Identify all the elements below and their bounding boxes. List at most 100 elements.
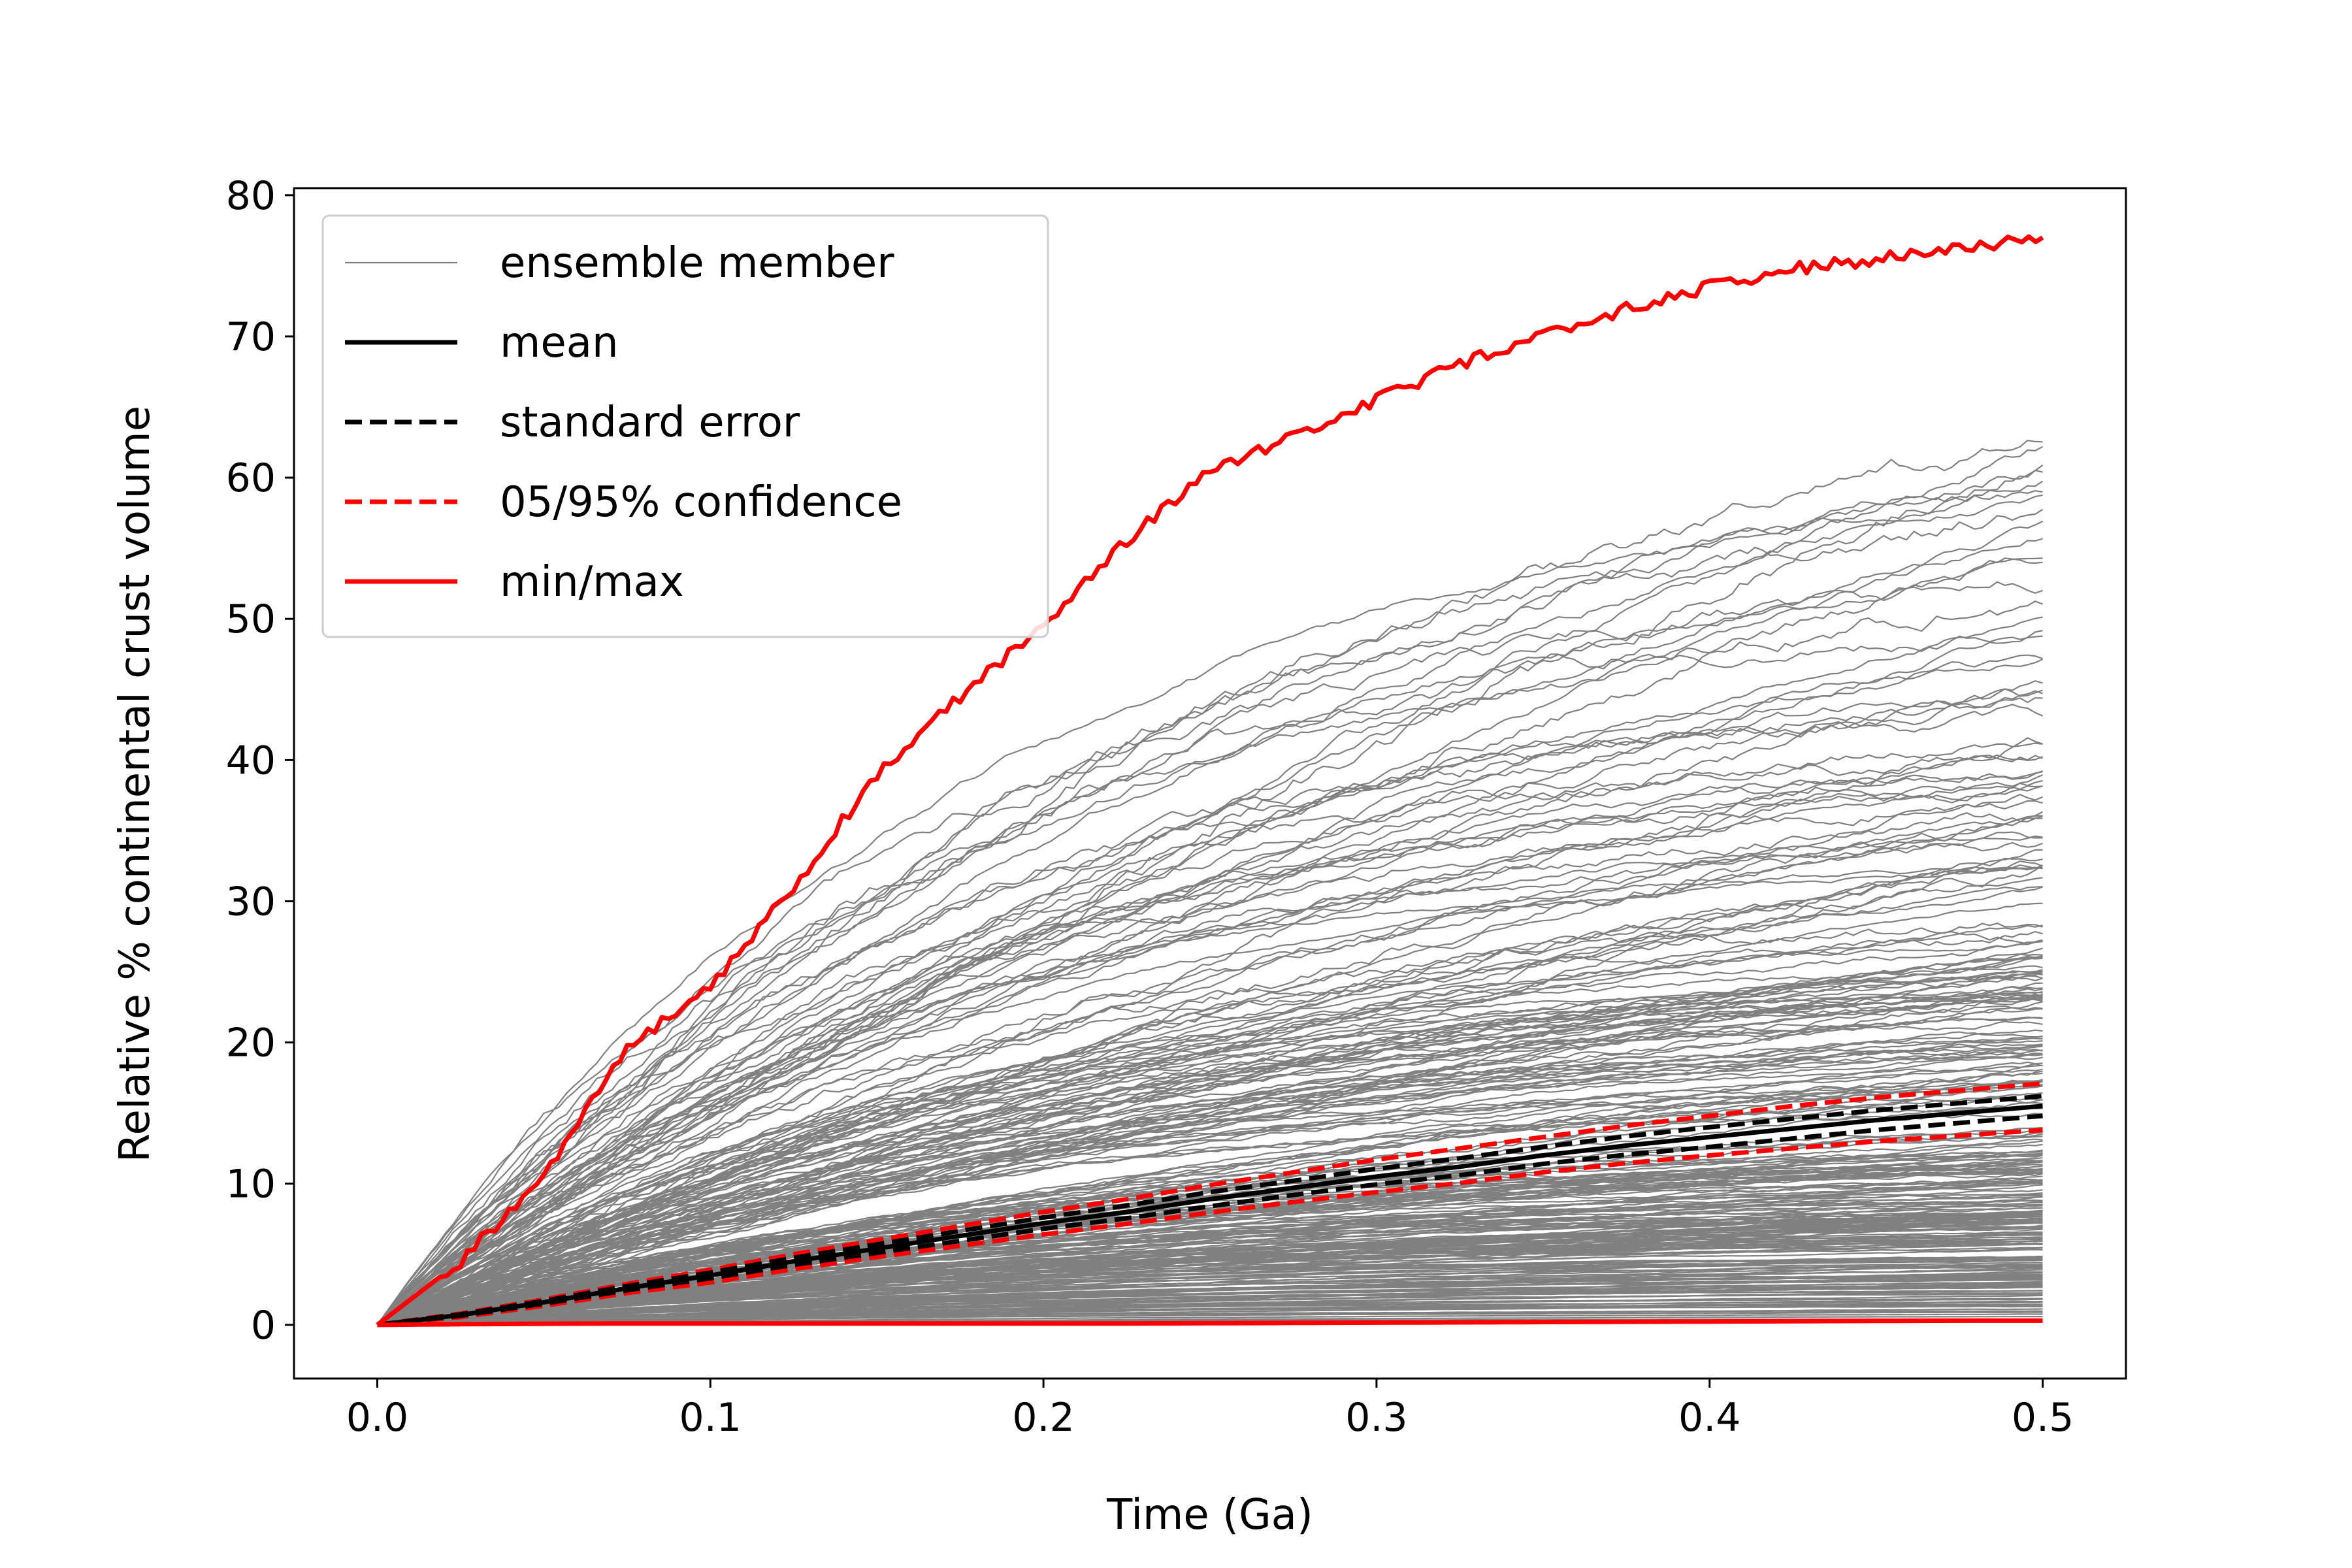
ensemble-member-line — [377, 1161, 2043, 1326]
y-tick-label: 40 — [226, 738, 276, 783]
ensemble-member-line — [377, 857, 2043, 1326]
y-axis-title: Relative % continental crust volume — [111, 406, 159, 1162]
y-axis: 0 10 20 30 40 50 60 70 80 — [226, 173, 294, 1348]
ensemble-member-line — [377, 1043, 2043, 1326]
y-tick-label: 10 — [226, 1162, 276, 1207]
ensemble-member-line — [377, 1045, 2043, 1326]
legend: ensemble member mean standard error 05/95% … — [321, 214, 1049, 638]
legend-label: ensemble member — [500, 239, 894, 287]
legend-label: mean — [500, 319, 619, 367]
ensemble-member-line — [377, 1259, 2043, 1326]
plot-frame — [293, 187, 2127, 1380]
ensemble-member-line — [376, 998, 2043, 1326]
ensemble-member-line — [377, 864, 2044, 1326]
ensemble-member-line — [376, 994, 2043, 1326]
ensemble-member-line — [376, 616, 2043, 1326]
ensemble-member-line — [377, 1215, 2043, 1326]
legend-box — [321, 214, 1049, 638]
y-tick-label: 30 — [226, 879, 276, 924]
y-tick-label: 20 — [226, 1021, 276, 1066]
ensemble-member-line — [377, 1220, 2043, 1326]
ensemble-member-line — [376, 690, 2043, 1326]
x-tick-label: 0.2 — [1012, 1395, 1074, 1441]
summary-series — [376, 234, 2044, 1328]
ensemble-member-line — [377, 1281, 2043, 1326]
ensemble-member-line — [377, 902, 2043, 1326]
ensemble-member-line — [376, 811, 2044, 1326]
ensemble-member-line — [376, 697, 2043, 1326]
ensemble-member-line — [377, 1154, 2043, 1326]
series-line-05-95-confidence-lower — [377, 1128, 2043, 1328]
ensemble-member-line — [376, 923, 2043, 1326]
y-tick-label: 60 — [226, 455, 276, 501]
ensemble-member-line — [376, 866, 2043, 1326]
ensemble-member-line — [376, 494, 2043, 1326]
ensemble-member-line — [377, 1085, 2043, 1326]
ensemble-member-line — [376, 680, 2043, 1326]
ensemble-member-line — [377, 1290, 2043, 1326]
x-tick-label: 0.3 — [1345, 1395, 1407, 1441]
x-axis: 0.0 0.1 0.2 0.3 0.4 0.5 — [346, 1379, 2074, 1441]
ensemble-members — [376, 440, 2044, 1326]
series-line-05-95-confidence-upper — [377, 1081, 2043, 1328]
ensemble-member-line — [377, 1001, 2043, 1326]
ensemble-member-line — [377, 947, 2043, 1326]
ensemble-member-line — [376, 630, 2043, 1326]
series-line-mean — [377, 1103, 2043, 1328]
ensemble-member-line — [377, 1267, 2043, 1326]
ensemble-member-line — [376, 972, 2043, 1326]
ensemble-member-line — [376, 785, 2043, 1326]
x-axis-title: Time (Ga) — [1106, 1491, 1313, 1539]
ensemble-member-line — [376, 976, 2043, 1326]
ensemble-member-line — [377, 997, 2043, 1326]
ensemble-member-line — [377, 1081, 2043, 1326]
ensemble-member-line — [376, 970, 2043, 1326]
ensemble-member-line — [376, 557, 2043, 1326]
ensemble-member-line — [377, 1264, 2043, 1326]
ensemble-member-line — [376, 490, 2043, 1326]
ensemble-member-line — [377, 1294, 2043, 1326]
ensemble-member-line — [376, 812, 2043, 1326]
ensemble-member-line — [376, 965, 2043, 1326]
ensemble-member-line — [376, 866, 2043, 1326]
ensemble-member-line — [376, 770, 2043, 1326]
ensemble-member-line — [377, 1171, 2043, 1326]
y-tick-label: 70 — [226, 314, 276, 360]
ensemble-member-line — [376, 520, 2043, 1326]
ensemble-member-line — [376, 688, 2043, 1326]
ensemble-member-line — [376, 793, 2043, 1326]
series-line-standard-error-lower — [377, 1113, 2043, 1328]
ensemble-member-line — [376, 755, 2043, 1326]
ensemble-member-line — [377, 1021, 2043, 1326]
y-tick-label: 0 — [251, 1303, 276, 1348]
x-tick-label: 0.4 — [1678, 1395, 1740, 1441]
ensemble-member-line — [377, 1285, 2043, 1326]
ensemble-member-line — [377, 1211, 2043, 1326]
ensemble-member-line — [376, 930, 2043, 1326]
series-line-min — [377, 1318, 2043, 1328]
ensemble-member-line — [377, 1207, 2043, 1326]
series-line-max — [376, 234, 2044, 1327]
ensemble-member-line — [377, 1096, 2043, 1326]
ensemble-member-line — [377, 1303, 2043, 1326]
y-tick-label: 50 — [226, 596, 276, 642]
ensemble-member-line — [377, 1172, 2043, 1326]
ensemble-member-line — [376, 860, 2043, 1326]
ensemble-member-line — [376, 737, 2043, 1326]
ensemble-member-line — [376, 930, 2043, 1326]
x-tick-label: 0.5 — [2012, 1395, 2074, 1441]
ensemble-member-line — [377, 1277, 2043, 1326]
x-tick-label: 0.1 — [679, 1395, 742, 1441]
ensemble-member-line — [376, 465, 2044, 1326]
ensemble-member-line — [377, 1199, 2043, 1326]
ensemble-member-line — [377, 1135, 2043, 1326]
ensemble-member-line — [377, 1164, 2043, 1326]
ensemble-member-line — [376, 557, 2043, 1326]
x-tick-label: 0.0 — [346, 1395, 408, 1441]
legend-label: 05/95% confidence — [500, 478, 902, 527]
ensemble-member-line — [376, 774, 2043, 1326]
ensemble-member-line — [377, 1177, 2043, 1326]
ensemble-member-line — [376, 754, 2043, 1326]
ensemble-member-line — [377, 970, 2043, 1326]
